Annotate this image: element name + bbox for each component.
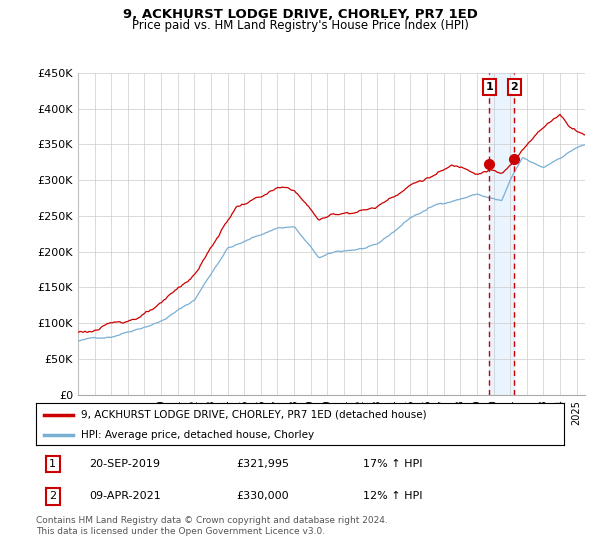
Text: Price paid vs. HM Land Registry's House Price Index (HPI): Price paid vs. HM Land Registry's House … [131, 19, 469, 32]
Text: 2: 2 [511, 82, 518, 92]
Text: 1: 1 [485, 82, 493, 92]
Text: 1: 1 [49, 459, 56, 469]
Text: 09-APR-2021: 09-APR-2021 [89, 491, 161, 501]
Text: Contains HM Land Registry data © Crown copyright and database right 2024.
This d: Contains HM Land Registry data © Crown c… [36, 516, 388, 536]
Text: £330,000: £330,000 [236, 491, 289, 501]
Bar [490, 73, 514, 395]
Text: HPI: Average price, detached house, Chorley: HPI: Average price, detached house, Chor… [81, 430, 314, 440]
Text: 2: 2 [49, 491, 56, 501]
Text: 9, ACKHURST LODGE DRIVE, CHORLEY, PR7 1ED: 9, ACKHURST LODGE DRIVE, CHORLEY, PR7 1E… [122, 8, 478, 21]
Text: £321,995: £321,995 [236, 459, 290, 469]
Text: 20-SEP-2019: 20-SEP-2019 [89, 459, 160, 469]
Text: 9, ACKHURST LODGE DRIVE, CHORLEY, PR7 1ED (detached house): 9, ACKHURST LODGE DRIVE, CHORLEY, PR7 1E… [81, 410, 427, 420]
Text: 12% ↑ HPI: 12% ↑ HPI [364, 491, 423, 501]
Text: 17% ↑ HPI: 17% ↑ HPI [364, 459, 423, 469]
